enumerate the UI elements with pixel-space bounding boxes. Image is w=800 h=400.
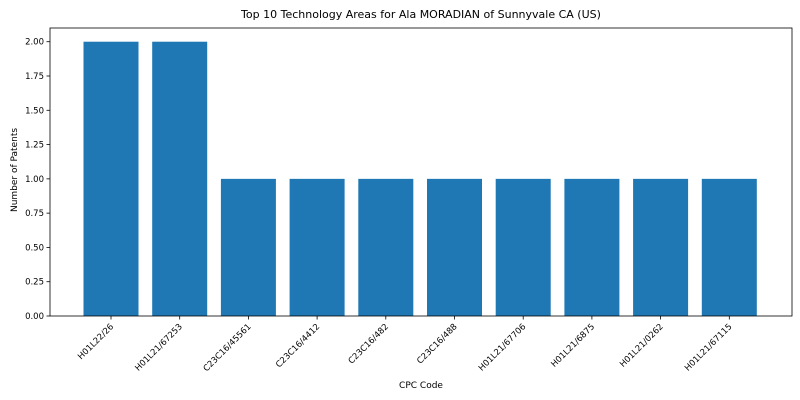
y-tick-label: 1.75 [25, 72, 44, 82]
bar [564, 179, 619, 316]
bar [702, 179, 757, 316]
bar [84, 42, 139, 316]
y-tick-label: 0.75 [25, 209, 44, 219]
bar [496, 179, 551, 316]
bar [290, 179, 345, 316]
x-tick-label: C23C16/482 [347, 322, 391, 366]
y-tick-label: 1.50 [25, 106, 44, 116]
bar [633, 179, 688, 316]
bar [427, 179, 482, 316]
y-tick-label: 1.25 [25, 141, 44, 151]
x-axis-title: CPC Code [399, 381, 443, 391]
y-tick-label: 0.00 [25, 312, 44, 322]
x-tick-label: C23C16/4412 [274, 322, 322, 370]
bar [221, 179, 276, 316]
y-axis-title: Number of Patents [10, 128, 20, 212]
x-tick-label: H01L22/26 [76, 322, 116, 362]
y-tick-label: 2.00 [25, 38, 44, 48]
x-tick-label: C23C16/488 [415, 322, 459, 366]
y-tick-label: 0.25 [25, 278, 44, 288]
x-tick-label: H01L21/67253 [133, 322, 184, 373]
bars-layer [84, 42, 757, 316]
x-tick-label: H01L21/67115 [683, 322, 734, 373]
bar [152, 42, 207, 316]
bar [358, 179, 413, 316]
x-tick-label: H01L21/0262 [618, 322, 666, 370]
x-tick-label: H01L21/67706 [477, 322, 528, 373]
y-tick-label: 1.00 [25, 175, 44, 185]
chart-title: Top 10 Technology Areas for Ala MORADIAN… [240, 8, 601, 21]
y-axis: 0.00 0.25 0.50 0.75 1.00 1.25 1.50 1.75 2.00 [25, 38, 50, 322]
x-tick-label: H01L21/6875 [549, 322, 597, 370]
y-tick-label: 0.50 [25, 243, 44, 253]
x-axis: H01L22/26 H01L21/67253 C23C16/45561 C23C16/… [76, 316, 734, 374]
x-tick-label: C23C16/45561 [202, 322, 254, 374]
